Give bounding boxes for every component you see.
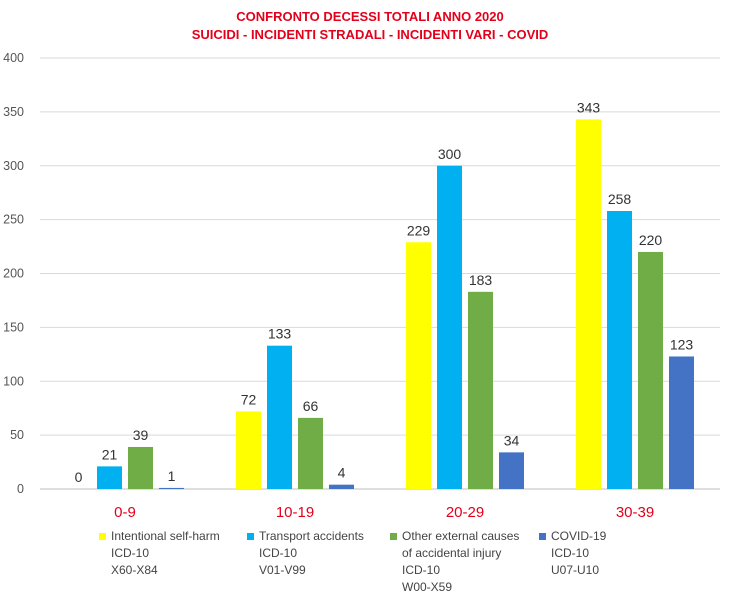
y-tick-label: 200 xyxy=(3,267,24,281)
data-label: 4 xyxy=(338,465,346,481)
y-tick-label: 0 xyxy=(17,482,24,496)
data-label: 0 xyxy=(75,469,83,485)
y-tick-label: 150 xyxy=(3,320,24,334)
bar xyxy=(468,291,493,489)
legend: Intentional self-harm ICD-10 X60-X84 Tra… xyxy=(0,528,740,598)
x-category-label: 20-29 xyxy=(446,504,484,521)
bar-chart: 0 50 100 150 200 250 300 350 400 0 21 39 1 0-9 72 133 66… xyxy=(3,51,720,521)
data-label: 21 xyxy=(102,446,118,462)
data-label: 34 xyxy=(504,432,520,448)
legend-label: COVID-19 ICD-10 U07-U10 xyxy=(551,529,607,577)
bar xyxy=(97,466,122,489)
data-label: 220 xyxy=(639,232,663,248)
bar xyxy=(437,165,462,489)
bar xyxy=(499,452,524,489)
legend-label: Transport accidents ICD-10 V01-V99 xyxy=(259,529,364,577)
data-label: 183 xyxy=(469,272,493,288)
y-tick-label: 250 xyxy=(3,213,24,227)
legend-label: Intentional self-harm ICD-10 X60-X84 xyxy=(111,529,220,577)
data-label: 343 xyxy=(577,99,601,115)
bar xyxy=(128,446,153,489)
bar xyxy=(607,211,632,489)
legend-swatch xyxy=(390,533,397,540)
bar xyxy=(159,487,184,489)
x-category-label: 0-9 xyxy=(114,504,136,521)
data-label: 300 xyxy=(438,146,462,162)
y-tick-label: 300 xyxy=(3,159,24,173)
bar xyxy=(406,242,431,489)
chart-subtitle: SUICIDI - INCIDENTI STRADALI - INCIDENTI… xyxy=(191,27,549,42)
legend-swatch xyxy=(247,533,254,540)
legend-swatch xyxy=(99,533,106,540)
x-category-label: 30-39 xyxy=(616,504,654,521)
y-tick-label: 400 xyxy=(3,51,24,65)
legend-label: Other external causes of accidental inju… xyxy=(402,529,520,594)
bar xyxy=(329,484,354,489)
y-tick-label: 50 xyxy=(10,428,24,442)
legend-swatch xyxy=(539,533,546,540)
data-label: 39 xyxy=(133,427,149,443)
bar xyxy=(298,417,323,489)
bar xyxy=(267,345,292,489)
bar xyxy=(576,119,601,489)
data-label: 1 xyxy=(168,468,176,484)
bar xyxy=(638,251,663,489)
data-label: 66 xyxy=(303,398,319,414)
y-tick-label: 350 xyxy=(3,105,24,119)
legend-item-covid: COVID-19 ICD-10 U07-U10 xyxy=(539,528,606,579)
data-label: 123 xyxy=(670,336,694,352)
bar xyxy=(669,356,694,489)
legend-item-other-external: Other external causes of accidental inju… xyxy=(390,528,519,596)
bar xyxy=(236,411,261,489)
legend-item-transport: Transport accidents ICD-10 V01-V99 xyxy=(247,528,364,579)
data-label: 133 xyxy=(268,326,292,342)
data-label: 258 xyxy=(608,191,632,207)
data-label: 72 xyxy=(241,391,257,407)
data-label: 229 xyxy=(407,222,431,238)
x-category-label: 10-19 xyxy=(276,504,314,521)
legend-item-self-harm: Intentional self-harm ICD-10 X60-X84 xyxy=(99,528,220,579)
y-tick-label: 100 xyxy=(3,374,24,388)
chart-title: CONFRONTO DECESSI TOTALI ANNO 2020 xyxy=(236,9,504,24)
